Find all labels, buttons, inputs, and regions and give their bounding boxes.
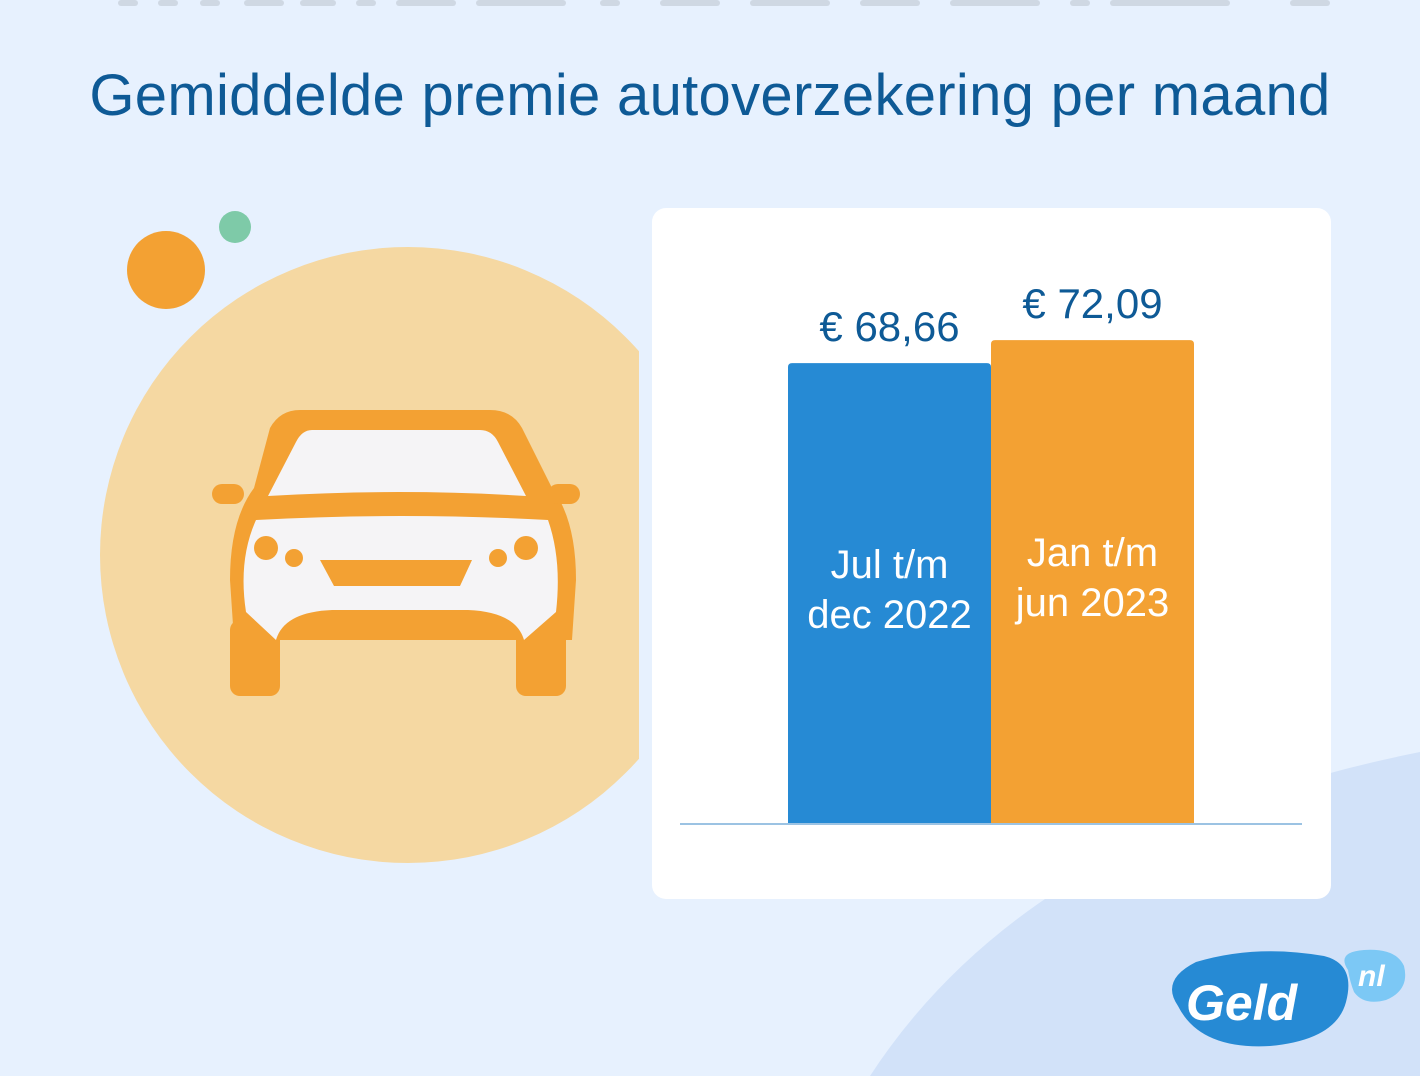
bar-2 (991, 340, 1194, 824)
bar-chart: € 68,66 Jul t/m dec 2022 € 72,09 Jan t/m jun … (680, 280, 1302, 825)
category-label-1-line-1: Jul t/m (831, 543, 949, 587)
value-label-1: € 68,66 (819, 303, 959, 350)
orange-dot (127, 231, 205, 309)
green-dot (219, 211, 251, 243)
bar-1 (788, 363, 991, 824)
category-label-2-line-2: jun 2023 (1015, 581, 1169, 625)
category-label-1-line-2: dec 2022 (807, 593, 972, 637)
page-title: Gemiddelde premie autoverzekering per ma… (89, 63, 1331, 128)
logo-text-main: Geld (1186, 975, 1299, 1031)
category-label-2-line-1: Jan t/m (1027, 531, 1158, 575)
top-decoration (118, 0, 1330, 6)
geld-nl-logo: Geld nl (1172, 949, 1406, 1047)
logo-text-suffix: nl (1358, 960, 1385, 993)
value-label-2: € 72,09 (1022, 280, 1162, 327)
